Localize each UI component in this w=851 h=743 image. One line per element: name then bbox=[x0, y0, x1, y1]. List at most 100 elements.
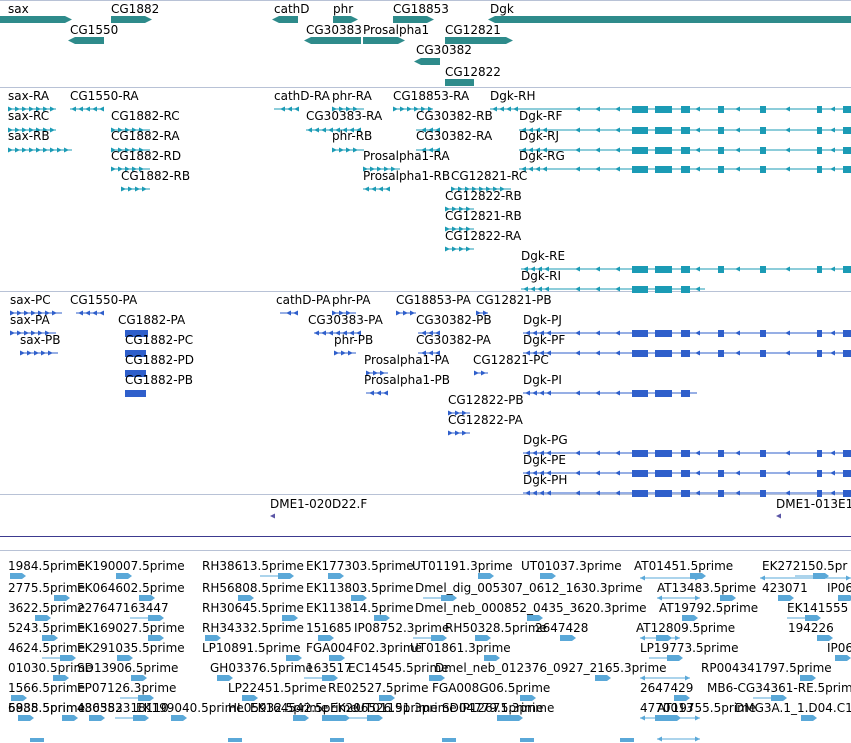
est-rh30645-5prime[interactable]: RH30645.5prime bbox=[202, 601, 304, 621]
protein-cg18853-pa[interactable]: CG18853-PA bbox=[396, 293, 472, 316]
exon-block[interactable] bbox=[632, 490, 648, 497]
exon-block[interactable] bbox=[843, 330, 851, 337]
exon-block[interactable] bbox=[632, 266, 648, 273]
exon-block[interactable] bbox=[655, 286, 672, 293]
transcript-sax-ra[interactable]: sax-RA bbox=[8, 89, 56, 112]
est-at19792-5prime[interactable]: AT19792.5prime bbox=[659, 601, 758, 621]
gene-cg1882[interactable]: CG1882 bbox=[111, 2, 159, 23]
gene-body[interactable] bbox=[75, 37, 104, 44]
transcript-cg18853-ra[interactable]: CG18853-RA bbox=[393, 89, 470, 112]
est-01030-5prime[interactable]: 01030.5prime bbox=[8, 661, 93, 681]
exon-block[interactable] bbox=[632, 166, 648, 173]
exon-block[interactable] bbox=[681, 390, 690, 397]
est-ek113814-5prime[interactable]: EK113814.5prime bbox=[306, 601, 414, 621]
est-ek177303-5prime[interactable]: EK177303.5prime bbox=[306, 559, 414, 579]
gene-body[interactable] bbox=[111, 16, 145, 23]
exon-block[interactable] bbox=[760, 330, 766, 337]
protein-block[interactable] bbox=[125, 390, 146, 397]
gene-body[interactable] bbox=[445, 79, 474, 86]
exon-block[interactable] bbox=[632, 147, 648, 154]
protein-block[interactable] bbox=[125, 330, 148, 337]
gene-body[interactable] bbox=[0, 16, 65, 23]
exon-block[interactable] bbox=[681, 286, 690, 293]
est-1566-5prime[interactable]: 1566.5prime bbox=[8, 681, 85, 701]
est-lp10891-5prime[interactable]: LP10891.5prime bbox=[202, 641, 302, 661]
exon-block[interactable] bbox=[681, 106, 690, 113]
est-480353318110[interactable]: 480353318110 bbox=[77, 701, 169, 721]
exon-block[interactable] bbox=[718, 266, 724, 273]
protein-cg12821-pc[interactable]: CG12821-PC bbox=[473, 353, 549, 376]
exon-block[interactable] bbox=[632, 330, 648, 337]
est-rh34332-5prime[interactable]: RH34332.5prime bbox=[202, 621, 304, 641]
protein-dgk-pj[interactable]: Dgk-PJ bbox=[523, 313, 851, 337]
exon-block[interactable] bbox=[655, 166, 672, 173]
est-lp22451-5prime[interactable]: LP22451.5prime bbox=[228, 681, 327, 701]
transcript-cg1882-rd[interactable]: CG1882-RD bbox=[111, 149, 181, 172]
transcript-phr-ra[interactable]: phr-RA bbox=[332, 89, 373, 112]
transcript-prosalpha1-rb[interactable]: Prosalpha1-RB bbox=[363, 169, 450, 192]
exon-block[interactable] bbox=[817, 350, 822, 357]
est-ep07126-3prime[interactable]: EP07126.3prime bbox=[77, 681, 176, 701]
est-2647428[interactable]: 2647428 bbox=[535, 621, 588, 641]
exon-block[interactable] bbox=[681, 147, 690, 154]
exon-block[interactable] bbox=[718, 127, 724, 134]
exon-block[interactable] bbox=[632, 350, 648, 357]
transcript-cg12822-ra[interactable]: CG12822-RA bbox=[445, 229, 522, 252]
est-6988-5prime[interactable]: 6988.5prime bbox=[8, 701, 85, 721]
est-dmel-neb-012376-0927-2165-3prime[interactable]: Dmel_neb_012376_0927_2165.3prime bbox=[435, 661, 667, 681]
gene-body[interactable] bbox=[445, 37, 506, 44]
est-3622-5prime[interactable]: 3622.5prime bbox=[8, 601, 85, 621]
est-fga008g06-5prime[interactable]: FGA008G06.5prime bbox=[432, 681, 550, 701]
gene-cg30383[interactable]: CG30383 bbox=[304, 23, 362, 44]
exon-block[interactable] bbox=[632, 106, 648, 113]
est-ec14545-5prime[interactable]: EC14545.5prime bbox=[348, 661, 449, 681]
est-dmel-neb-000852-0435-3620-3prime[interactable]: Dmel_neb_000852_0435_3620.3prime bbox=[415, 601, 647, 621]
transcript-sax-rc[interactable]: sax-RC bbox=[8, 109, 56, 133]
exon-block[interactable] bbox=[843, 490, 851, 497]
exon-block[interactable] bbox=[843, 106, 851, 113]
exon-block[interactable] bbox=[655, 127, 672, 134]
protein-sax-pc[interactable]: sax-PC bbox=[10, 293, 62, 316]
est-227647163447[interactable]: 227647163447 bbox=[77, 601, 169, 621]
est-rh56808-5prime[interactable]: RH56808.5prime bbox=[202, 581, 304, 601]
transcript-phr-rb[interactable]: phr-RB bbox=[332, 129, 372, 153]
gene-body[interactable] bbox=[279, 16, 298, 23]
est-ut01861-3prime[interactable]: UT01861.3prime bbox=[410, 641, 511, 661]
protein-dgk-pg[interactable]: Dgk-PG bbox=[523, 433, 851, 457]
protein-prosalpha1-pa[interactable]: Prosalpha1-PA bbox=[364, 353, 450, 376]
exon-block[interactable] bbox=[817, 166, 822, 173]
exon-block[interactable] bbox=[760, 106, 766, 113]
est-151685[interactable]: 151685 bbox=[306, 621, 352, 641]
exon-block[interactable] bbox=[681, 450, 690, 457]
gene-cg12822[interactable]: CG12822 bbox=[445, 65, 501, 86]
exon-block[interactable] bbox=[632, 450, 648, 457]
exon-block[interactable] bbox=[632, 286, 648, 293]
transcript-dgk-rg[interactable]: Dgk-RG bbox=[519, 149, 851, 173]
exon-block[interactable] bbox=[655, 450, 672, 457]
exon-block[interactable] bbox=[655, 490, 672, 497]
exon-block[interactable] bbox=[718, 106, 724, 113]
protein-dgk-pe[interactable]: Dgk-PE bbox=[523, 453, 851, 477]
protein-cg1882-pc[interactable]: CG1882-PC bbox=[125, 333, 193, 357]
transcript-sax-rb[interactable]: sax-RB bbox=[8, 129, 72, 153]
gene-dgk[interactable]: Dgk bbox=[488, 2, 851, 23]
protein-cg30382-pb[interactable]: CG30382-PB bbox=[416, 313, 492, 336]
est-ut01037-3prime[interactable]: UT01037.3prime bbox=[521, 559, 622, 579]
est-ek291035-5prime[interactable]: EK291035.5prime bbox=[77, 641, 185, 661]
exon-block[interactable] bbox=[718, 490, 724, 497]
gene-cg18853[interactable]: CG18853 bbox=[393, 2, 449, 23]
est-rp004341797-5prime[interactable]: RP004341797.5prime bbox=[701, 661, 832, 681]
est-5835-5prime[interactable]: 5835.5prime bbox=[8, 701, 85, 721]
gene-body[interactable] bbox=[333, 16, 351, 23]
est-ek190007-5prime[interactable]: EK190007.5prime bbox=[77, 559, 185, 579]
exon-block[interactable] bbox=[843, 350, 851, 357]
protein-cg30383-pa[interactable]: CG30383-PA bbox=[308, 313, 384, 336]
transcript-dgk-rf[interactable]: Dgk-RF bbox=[519, 109, 851, 134]
transcript-cg1882-rb[interactable]: CG1882-RB bbox=[121, 169, 190, 192]
exon-block[interactable] bbox=[632, 390, 648, 397]
est-1984-5prime[interactable]: 1984.5prime bbox=[8, 559, 85, 579]
protein-cg1882-pd[interactable]: CG1882-PD bbox=[125, 353, 194, 377]
exon-block[interactable] bbox=[718, 147, 724, 154]
exon-block[interactable] bbox=[655, 390, 672, 397]
est-ip06[interactable]: IP06 bbox=[827, 641, 851, 661]
